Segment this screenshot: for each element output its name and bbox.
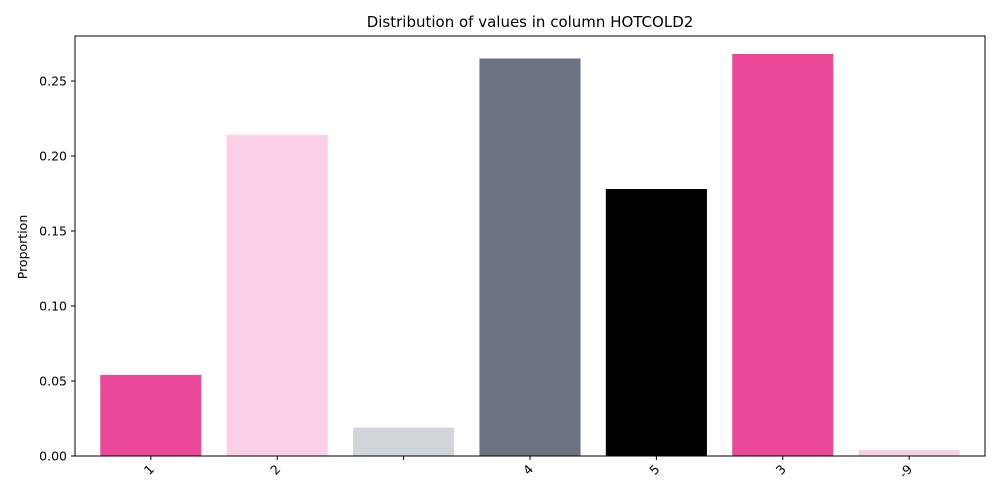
- y-tick-label: 0.00: [39, 449, 67, 464]
- y-tick-label: 0.20: [39, 149, 67, 164]
- x-tick-label: 1: [141, 462, 157, 478]
- y-tick-label: 0.05: [39, 374, 67, 389]
- x-tick-label: 2: [267, 462, 283, 478]
- bar-blank: [353, 427, 455, 456]
- y-tick-label: 0.10: [39, 299, 67, 314]
- bar-2: [226, 135, 328, 456]
- x-tick-label: 4: [520, 461, 536, 477]
- bar-1: [100, 375, 202, 456]
- y-tick-label: 0.15: [39, 224, 67, 239]
- y-axis-label: Proportion: [15, 215, 30, 280]
- x-axis: 1 2 4 5 3 -9: [141, 456, 915, 481]
- chart-title: Distribution of values in column HOTCOLD…: [367, 13, 694, 31]
- bar-4: [479, 58, 581, 456]
- y-tick-label: 0.25: [39, 74, 67, 89]
- bar-3: [732, 54, 834, 456]
- x-tick-label: 3: [773, 462, 789, 478]
- bars-group: [100, 54, 960, 456]
- bar-5: [605, 189, 707, 456]
- x-tick-label: -9: [896, 461, 915, 480]
- x-tick-label: 5: [646, 462, 662, 478]
- bar--9: [858, 450, 960, 456]
- y-axis: 0.00 0.05 0.10 0.15 0.20 0.25: [39, 74, 75, 464]
- plot-frame: [74, 35, 986, 457]
